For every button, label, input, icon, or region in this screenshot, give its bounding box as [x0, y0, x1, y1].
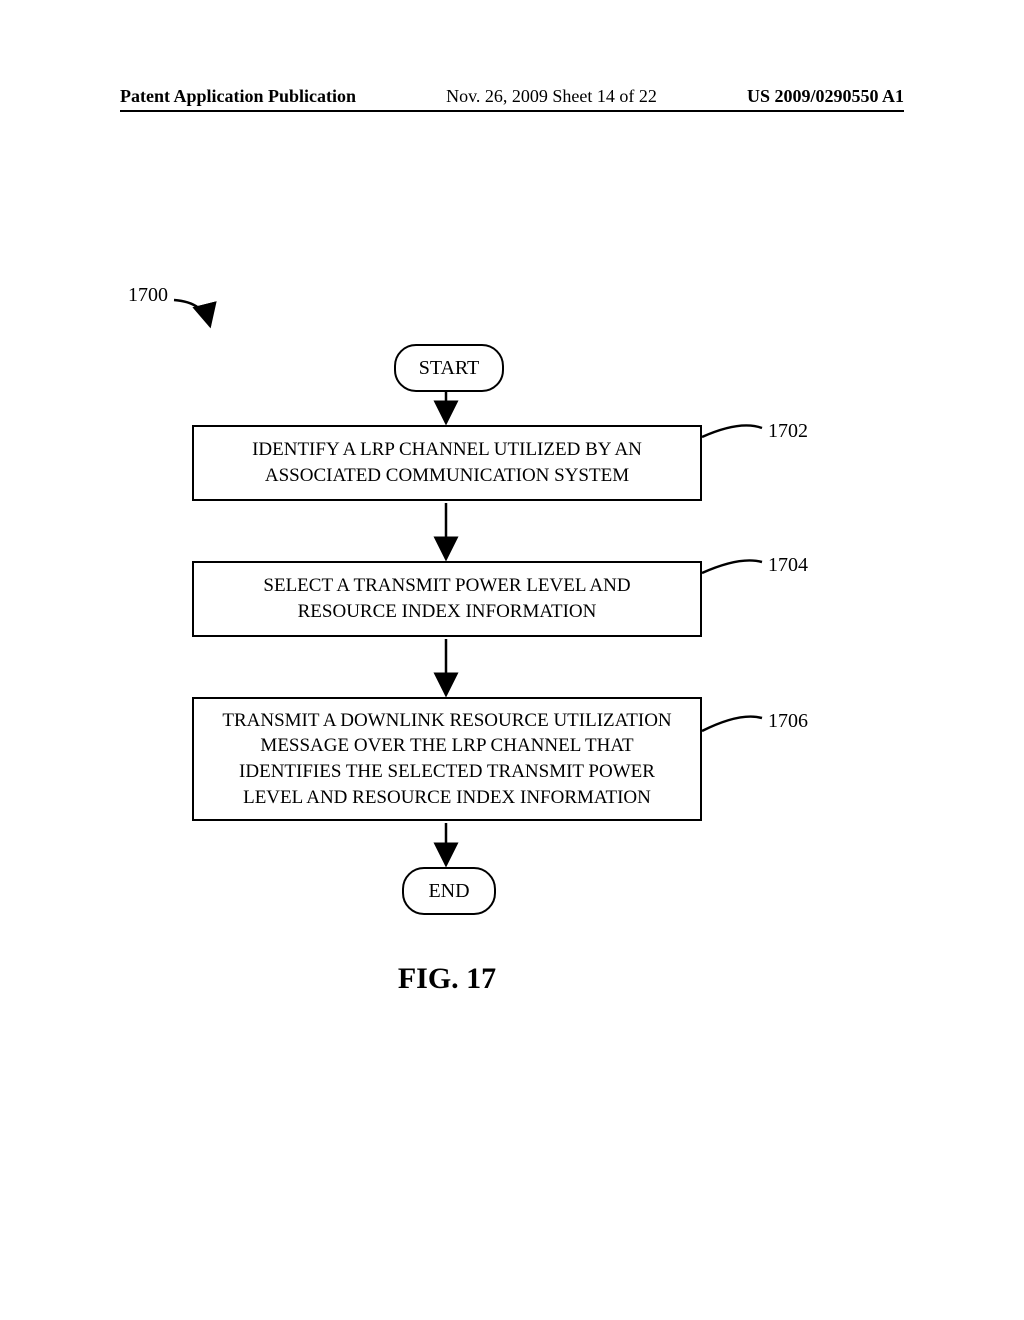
- leader-1702: [702, 425, 762, 437]
- ref-1706: 1706: [768, 710, 808, 733]
- header-mid: Nov. 26, 2009 Sheet 14 of 22: [446, 86, 657, 107]
- ref-1704: 1704: [768, 554, 808, 577]
- header-right: US 2009/0290550 A1: [747, 86, 904, 107]
- leader-1704: [702, 560, 762, 573]
- flowchart-connectors: [0, 0, 1024, 1320]
- node-select-power-text: SELECT A TRANSMIT POWER LEVEL AND RESOUR…: [212, 573, 682, 624]
- node-identify-lrp-text: IDENTIFY A LRP CHANNEL UTILIZED BY AN AS…: [212, 437, 682, 488]
- header-left: Patent Application Publication: [120, 86, 356, 107]
- page: Patent Application Publication Nov. 26, …: [0, 0, 1024, 1320]
- node-end: END: [402, 867, 496, 915]
- leader-1706: [702, 717, 762, 731]
- node-transmit-msg-text: TRANSMIT A DOWNLINK RESOURCE UTILIZATION…: [212, 708, 682, 811]
- node-start-text: START: [419, 357, 480, 380]
- node-identify-lrp: IDENTIFY A LRP CHANNEL UTILIZED BY AN AS…: [192, 425, 702, 501]
- node-start: START: [394, 344, 504, 392]
- page-header: Patent Application Publication Nov. 26, …: [120, 86, 904, 107]
- ref-1700-arrow: [174, 300, 210, 326]
- node-end-text: END: [428, 880, 469, 903]
- header-rule: [120, 110, 904, 112]
- ref-1702: 1702: [768, 420, 808, 443]
- figure-caption: FIG. 17: [0, 962, 894, 996]
- node-transmit-msg: TRANSMIT A DOWNLINK RESOURCE UTILIZATION…: [192, 697, 702, 821]
- figure-ref-label: 1700: [128, 284, 168, 307]
- node-select-power: SELECT A TRANSMIT POWER LEVEL AND RESOUR…: [192, 561, 702, 637]
